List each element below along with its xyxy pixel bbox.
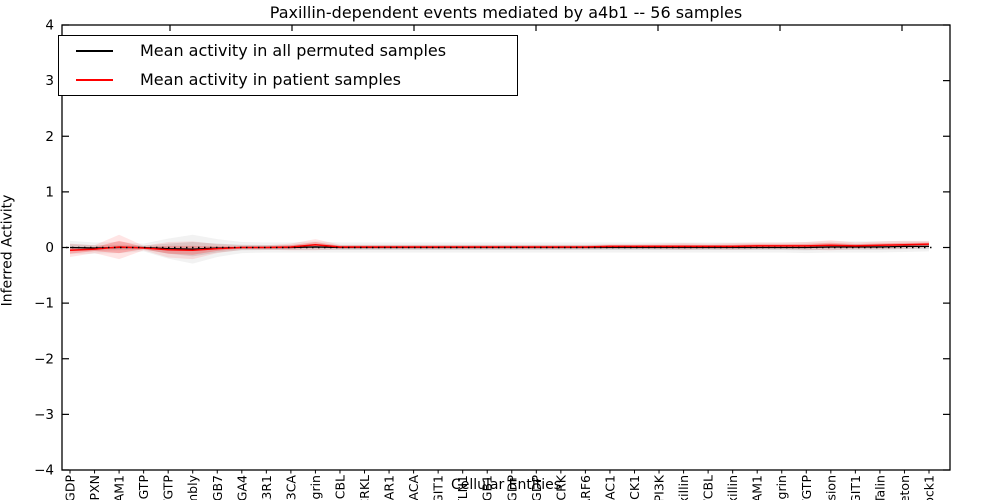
patient-line-swatch xyxy=(76,79,113,82)
y-tick-label: −4 xyxy=(34,463,54,479)
x-tick-label: p130Cas/Crk/Dock1 xyxy=(922,475,937,500)
x-tick-label: alpha4/beta1 Integrin xyxy=(774,475,789,500)
x-tick-label: ARF6 xyxy=(578,475,593,500)
x-tick-label: alpha4/beta7 Integrin/Paxillin xyxy=(676,475,691,500)
x-tick-label: alpha4/beta1 Integrin/Paxillin/VCAM1 xyxy=(750,475,765,500)
x-tick-label: PIK3R1 xyxy=(259,475,274,500)
x-tick-label: RAC1 xyxy=(602,475,617,500)
permuted-band-1sigma xyxy=(70,241,929,257)
legend-row-patient: Mean activity in patient samples xyxy=(76,71,517,89)
y-tick-label: 2 xyxy=(45,129,54,145)
chart-title: Paxillin-dependent events mediated by a4… xyxy=(269,3,743,22)
x-tick-label: alpha4/beta1 Integrin/Paxillin xyxy=(725,475,740,500)
x-tick-label: CBL xyxy=(332,475,347,499)
x-tick-label: VCAM1 xyxy=(112,475,127,500)
x-tick-label: ARF6/GDP xyxy=(504,475,519,500)
patient-mean-line xyxy=(69,243,930,252)
y-tick-label: 0 xyxy=(45,240,54,256)
y-tick-label: −1 xyxy=(34,296,54,312)
permuted-line-swatch xyxy=(76,49,113,52)
x-tick-label: ITGB1 xyxy=(480,475,495,500)
legend-label-permuted: Mean activity in all permuted samples xyxy=(140,40,447,60)
legend-label-patient: Mean activity in patient samples xyxy=(140,70,401,90)
x-axis-title: Cellular Entities xyxy=(450,477,562,493)
y-tick-label: −3 xyxy=(34,407,54,423)
x-tick-label: alpha4/beta7 Integrin xyxy=(308,475,323,500)
x-tick-label: alpha4/beta1 Integrin/Paxillin/GIT1 xyxy=(848,475,863,500)
x-tick-label: PXN xyxy=(87,475,102,500)
x-tick-label: cell adhesion xyxy=(823,475,838,500)
x-tick-label: ITGB7 xyxy=(210,475,225,500)
legend-row-permuted: Mean activity in all permuted samples xyxy=(76,42,517,60)
y-axis-title: Inferred Activity xyxy=(0,194,16,307)
x-tick-label: mol:GTP xyxy=(136,475,151,500)
permuted-band-2sigma xyxy=(70,234,929,264)
x-tick-label: CRKL/CBL xyxy=(701,475,716,500)
x-tick-label: BCAR1 xyxy=(382,475,397,500)
legend: Mean activity in all permuted samples Me… xyxy=(58,35,518,96)
x-tick-label: Rac1/GDP xyxy=(529,475,544,500)
y-tick-label: 4 xyxy=(45,18,54,34)
x-tick-label: CRKL xyxy=(357,475,372,500)
x-tick-label: GIT1 xyxy=(431,475,446,500)
x-tick-label: lamellipodium assembly xyxy=(185,474,200,500)
y-tick-label: 3 xyxy=(45,73,54,89)
x-tick-label: ARF6/GTP xyxy=(799,475,814,500)
x-tick-label: PRKACA xyxy=(406,475,421,500)
x-tick-label: mol:GDP xyxy=(63,475,78,500)
y-tick-label: −2 xyxy=(34,351,54,367)
x-tick-label: PIK3CA xyxy=(283,475,298,500)
x-tick-label: CRK xyxy=(553,474,568,500)
x-tick-label: Rac1/GTP xyxy=(161,475,176,500)
x-tick-label: alpha4/beta1 Integrin/Paxillin/Talin xyxy=(872,475,887,500)
x-tick-label: PI3K xyxy=(652,474,667,500)
x-tick-label: ITGA4 xyxy=(234,475,249,500)
x-tick-label: TLN1 xyxy=(455,475,470,500)
y-tick-label: 1 xyxy=(45,184,54,200)
x-tick-label: DOCK1 xyxy=(627,475,642,500)
x-tick-label: alpha4/beta1 Integrin/Paxillin/Talin/Act… xyxy=(897,475,912,500)
